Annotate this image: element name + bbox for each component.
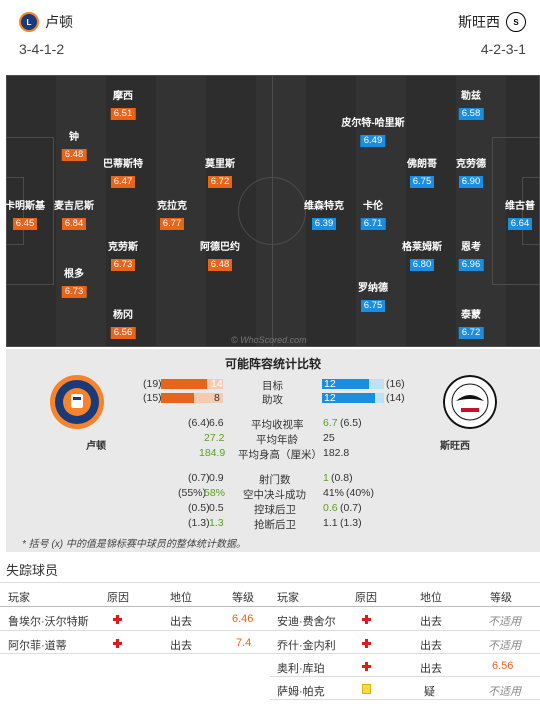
header-player: 玩家 — [277, 592, 299, 604]
home-player[interactable]: 莫里斯 6.72 — [205, 159, 235, 188]
home-player[interactable]: 克劳斯 6.73 — [108, 242, 138, 271]
away-team-name: 斯旺西 — [458, 14, 500, 30]
home-formation: 3-4-1-2 — [19, 41, 65, 57]
header-rating: 等级 — [232, 592, 254, 604]
away-player[interactable]: 佛朗哥 6.75 — [407, 159, 437, 188]
home-player[interactable]: 阿德巴约 6.48 — [200, 242, 240, 271]
header-player: 玩家 — [8, 592, 30, 604]
away-goals-bar — [322, 379, 369, 389]
home-player[interactable]: 麦吉尼斯 6.84 — [54, 201, 94, 230]
away-player[interactable]: 恩考 6.96 — [458, 242, 484, 272]
match-header: L 卢顿 3-4-1-2 斯旺西 S 4-2-3-1 — [0, 0, 540, 74]
away-player[interactable]: 罗纳德 6.75 — [358, 283, 388, 312]
away-player[interactable]: 卡伦 6.71 — [360, 201, 386, 231]
home-assists-bar — [161, 393, 194, 403]
injury-icon — [362, 639, 371, 648]
watermark: © WhoScored.com — [231, 335, 307, 345]
stats-title: 可能阵容统计比较 — [224, 357, 321, 371]
pitch-lineup: 卡明斯基 6.45 钟 6.48 麦吉尼斯 6.84 根多 6.73 摩西 6.51 巴蒂… — [6, 75, 540, 347]
injury-icon — [113, 615, 122, 624]
away-player[interactable]: 克劳德 6.90 — [456, 159, 486, 188]
away-player[interactable]: 维森特克 6.39 — [304, 201, 344, 230]
away-player[interactable]: 格莱姆斯 6.80 — [402, 242, 442, 271]
home-team-name: 卢顿 — [45, 14, 73, 30]
away-player[interactable]: 维古普 6.64 — [505, 201, 535, 230]
missing-player-name[interactable]: 乔什·金内利 — [277, 640, 336, 652]
missing-player-name[interactable]: 鲁埃尔·沃尔特斯 — [8, 616, 89, 628]
header-status: 地位 — [170, 592, 192, 604]
away-formation: 4-2-3-1 — [480, 41, 526, 57]
home-goals-bar — [161, 379, 207, 389]
injury-icon — [362, 615, 371, 624]
home-player[interactable]: 克拉克 6.77 — [157, 201, 187, 230]
home-player[interactable]: 钟 6.48 — [61, 132, 87, 162]
away-player[interactable]: 皮尔特-哈里斯 6.49 — [341, 118, 405, 147]
injury-icon — [362, 662, 371, 671]
header-reason: 原因 — [355, 592, 377, 604]
away-team[interactable]: 斯旺西 S — [458, 12, 526, 32]
away-player[interactable]: 泰蒙 6.72 — [458, 310, 484, 340]
swansea-crest-icon: S — [506, 12, 526, 32]
missing-player-name[interactable]: 阿尔菲·道蒂 — [8, 640, 67, 652]
home-player[interactable]: 巴蒂斯特 6.47 — [103, 159, 143, 188]
header-reason: 原因 — [107, 592, 129, 604]
away-assists-bar — [322, 393, 375, 403]
away-player[interactable]: 勒兹 6.58 — [458, 91, 484, 121]
missing-players-title: 失踪球员 — [6, 563, 59, 578]
missing-player-name[interactable]: 奥利·库珀 — [277, 663, 325, 675]
luton-crest-icon — [50, 375, 104, 429]
doubtful-icon — [362, 684, 371, 694]
home-player[interactable]: 摩西 6.51 — [110, 91, 136, 121]
home-player[interactable]: 卡明斯基 6.45 — [6, 201, 45, 230]
home-stats-label: 卢顿 — [86, 441, 106, 452]
home-team[interactable]: L 卢顿 — [19, 12, 73, 32]
missing-player-name[interactable]: 安迪·费舍尔 — [277, 616, 336, 628]
luton-crest-icon: L — [19, 12, 39, 32]
header-rating: 等级 — [490, 592, 512, 604]
stats-footnote: * 括号 (x) 中的值是锦标赛中球员的整体统计数据。 — [22, 539, 246, 550]
injury-icon — [113, 639, 122, 648]
lineup-stats-panel: 可能阵容统计比较 卢顿 斯旺西 (19) 14 目标 12 (16) (15) — [6, 349, 540, 552]
home-player[interactable]: 根多 6.73 — [61, 269, 87, 299]
swansea-crest-icon — [443, 375, 497, 429]
header-status: 地位 — [420, 592, 442, 604]
missing-player-name[interactable]: 萨姆·帕克 — [277, 686, 325, 698]
away-stats-label: 斯旺西 — [440, 441, 470, 452]
home-player[interactable]: 杨冈 6.56 — [110, 310, 136, 340]
